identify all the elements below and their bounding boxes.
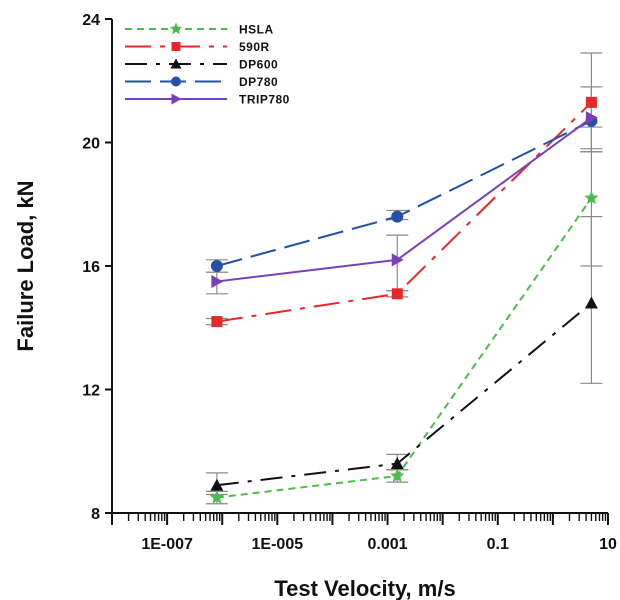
x-axis-title: Test Velocity, m/s	[274, 576, 455, 600]
y-tick-label: 24	[82, 12, 100, 29]
series-line	[216, 302, 593, 487]
legend: HSLA 590R DP600 DP780 TRIP780	[125, 22, 290, 107]
data-point	[211, 316, 223, 328]
legend-label: DP600	[239, 58, 278, 72]
x-tick-label: 0.001	[368, 536, 408, 553]
legend-marker	[170, 58, 182, 69]
data-point	[210, 478, 224, 491]
legend-marker	[171, 76, 181, 87]
data-point	[584, 296, 598, 309]
series-line	[216, 119, 592, 267]
axes: 8 12 16 20 24 1E-007 1E-005 0.001 0.1 10	[82, 12, 617, 553]
legend-label: HSLA	[239, 23, 274, 37]
error-bars-trip780	[205, 52, 603, 295]
data-point	[209, 490, 225, 504]
legend-item-dp600: DP600	[125, 58, 278, 72]
series-dp780	[210, 114, 598, 272]
x-tick-label: 10	[599, 536, 617, 553]
legend-label: TRIP780	[239, 93, 290, 107]
data-point	[584, 190, 599, 205]
legend-item-hsla: HSLA	[125, 22, 274, 37]
x-tick-label: 1E-007	[141, 536, 193, 553]
series-line	[216, 197, 593, 499]
data-point	[391, 210, 404, 223]
x-tick-label: 0.1	[487, 536, 509, 553]
x-tick-label: 1E-005	[252, 536, 304, 553]
data-point	[585, 111, 598, 125]
error-bars-hsla	[205, 148, 603, 505]
error-bars-dp600	[205, 216, 603, 496]
error-bars-dp780	[205, 86, 603, 273]
series-line	[216, 116, 593, 283]
legend-marker	[169, 22, 183, 35]
series-hsla	[209, 190, 599, 504]
legend-label: 590R	[239, 40, 270, 54]
y-tick-label: 8	[91, 506, 100, 523]
legend-item-590r: 590R	[125, 40, 270, 54]
legend-marker	[171, 42, 181, 51]
series-line	[216, 101, 593, 323]
error-bars-590r	[205, 86, 603, 326]
data-point	[210, 260, 223, 272]
series-dp600	[210, 296, 598, 491]
y-tick-label: 16	[82, 259, 100, 276]
legend-marker	[171, 93, 182, 105]
legend-label: DP780	[239, 75, 278, 89]
legend-item-trip780: TRIP780	[125, 93, 290, 107]
data-point	[391, 253, 404, 267]
legend-item-dp780: DP780	[125, 75, 278, 89]
y-tick-label: 20	[82, 136, 100, 153]
y-tick-label: 12	[82, 383, 100, 400]
y-axis-title: Failure Load, kN	[13, 180, 38, 351]
data-point	[585, 96, 597, 108]
series-trip780	[211, 111, 598, 288]
data-point	[391, 288, 403, 300]
data-point	[211, 274, 224, 288]
data-point	[390, 457, 404, 470]
data-point	[390, 468, 405, 483]
series-layer	[205, 52, 603, 505]
series-590r	[211, 96, 597, 328]
